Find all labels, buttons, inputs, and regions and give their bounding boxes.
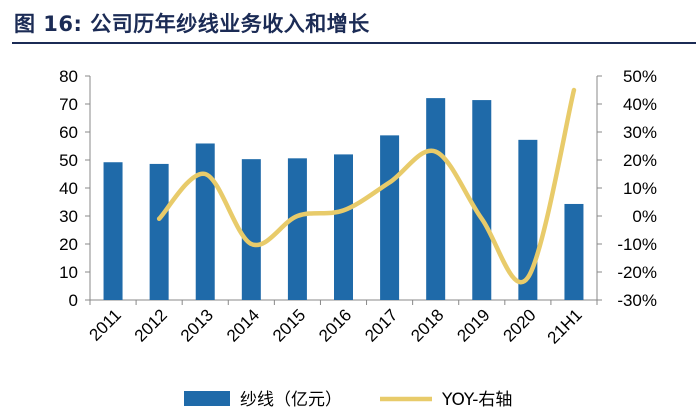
bar bbox=[380, 135, 400, 300]
x-tick-label: 2017 bbox=[361, 305, 401, 345]
y-right-tick-label: 0% bbox=[632, 207, 657, 226]
x-tick-label: 2015 bbox=[269, 305, 309, 345]
bar bbox=[426, 98, 446, 301]
y-left-tick-label: 0 bbox=[69, 291, 78, 310]
bar bbox=[241, 159, 261, 300]
figure-header: 图 16: 公司历年纱线业务收入和增长 bbox=[0, 0, 696, 46]
legend-swatch-bar bbox=[184, 391, 230, 406]
bar bbox=[149, 163, 169, 300]
bar bbox=[287, 158, 307, 300]
x-tick-label: 21H1 bbox=[544, 305, 586, 347]
y-left-tick-label: 60 bbox=[59, 123, 78, 142]
y-left-tick-label: 30 bbox=[59, 207, 78, 226]
x-tick-label: 2011 bbox=[86, 305, 125, 344]
bar bbox=[472, 100, 492, 300]
y-left-tick-label: 10 bbox=[59, 263, 78, 282]
y-left-tick-label: 80 bbox=[59, 67, 78, 86]
bar bbox=[195, 143, 215, 300]
x-tick-label: 2013 bbox=[177, 305, 217, 345]
y-right-tick-label: -20% bbox=[617, 263, 657, 282]
bar bbox=[103, 162, 123, 300]
y-right-tick-label: 30% bbox=[623, 123, 657, 142]
x-tick-label: 2016 bbox=[315, 305, 355, 345]
x-tick-label: 2012 bbox=[131, 305, 171, 345]
y-right-tick-label: -30% bbox=[617, 291, 657, 310]
y-right-tick-label: 10% bbox=[623, 179, 657, 198]
x-tick-label: 2020 bbox=[500, 305, 540, 345]
bar bbox=[518, 139, 538, 300]
legend-label-bar: 纱线（亿元） bbox=[240, 390, 342, 407]
y-left-tick-label: 40 bbox=[59, 179, 78, 198]
y-right-tick-label: 40% bbox=[623, 95, 657, 114]
y-left-tick-label: 50 bbox=[59, 151, 78, 170]
bar bbox=[334, 154, 353, 300]
figure-title: 图 16: 公司历年纱线业务收入和增长 bbox=[14, 12, 370, 36]
x-tick-label: 2019 bbox=[453, 305, 493, 345]
y-left-tick-label: 20 bbox=[59, 235, 78, 254]
y-right-tick-label: 20% bbox=[623, 151, 657, 170]
bar bbox=[564, 203, 584, 300]
y-right-tick-label: -10% bbox=[617, 235, 657, 254]
x-tick-label: 2018 bbox=[407, 305, 447, 345]
y-right-tick-label: 50% bbox=[623, 67, 657, 86]
x-tick-label: 2014 bbox=[223, 305, 263, 345]
legend-label-line: YOY-右轴 bbox=[441, 390, 512, 407]
y-left-tick-label: 70 bbox=[59, 95, 78, 114]
title-divider bbox=[12, 42, 696, 44]
yoy-series-line bbox=[156, 87, 577, 285]
